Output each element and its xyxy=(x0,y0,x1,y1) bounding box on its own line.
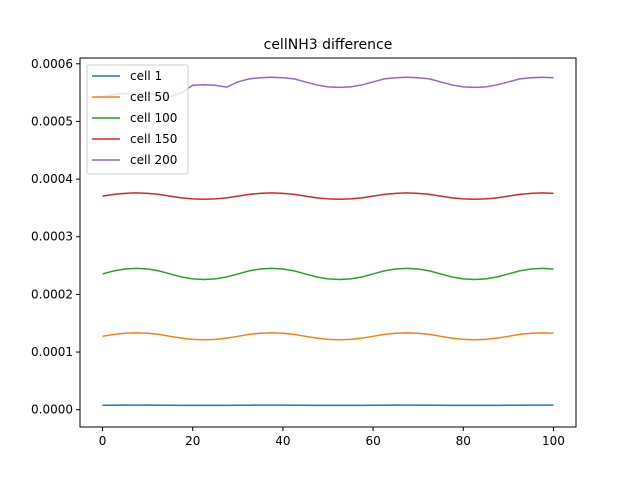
y-tick-label: 0.0000 xyxy=(31,403,73,417)
legend-label: cell 200 xyxy=(130,153,177,167)
y-tick-label: 0.0004 xyxy=(31,172,73,186)
series-line-cell-150 xyxy=(102,192,554,201)
x-tick-label: 80 xyxy=(456,434,471,448)
x-tick-label: 60 xyxy=(365,434,380,448)
plot-area-frame xyxy=(79,57,577,428)
series-lines xyxy=(102,76,554,407)
x-tick-label: 100 xyxy=(542,434,565,448)
legend: cell 1 cell 50 cell 100 cell 150 cell 200 xyxy=(86,64,189,175)
series-line-cell-100 xyxy=(102,267,554,281)
x-tick-label: 20 xyxy=(185,434,200,448)
legend-label: cell 100 xyxy=(130,111,177,125)
legend-label: cell 50 xyxy=(130,90,170,104)
x-tick-label: 0 xyxy=(99,434,107,448)
legend-frame xyxy=(86,64,189,175)
y-axis: 0.0000 0.0001 0.0002 0.0003 0.0004 0.0005 0.00… xyxy=(31,57,80,417)
y-tick-label: 0.0003 xyxy=(31,230,73,244)
y-tick-label: 0.0001 xyxy=(31,345,73,359)
legend-label: cell 150 xyxy=(130,132,177,146)
legend-label: cell 1 xyxy=(130,69,162,83)
y-tick-label: 0.0002 xyxy=(31,287,73,301)
chart-title: cellNH3 difference xyxy=(264,37,393,53)
y-tick-label: 0.0006 xyxy=(31,57,73,71)
y-tick-label: 0.0005 xyxy=(31,114,73,128)
x-tick-label: 40 xyxy=(275,434,290,448)
x-axis: 0 20 40 60 80 100 xyxy=(99,427,565,448)
series-line-cell-50 xyxy=(102,332,554,341)
